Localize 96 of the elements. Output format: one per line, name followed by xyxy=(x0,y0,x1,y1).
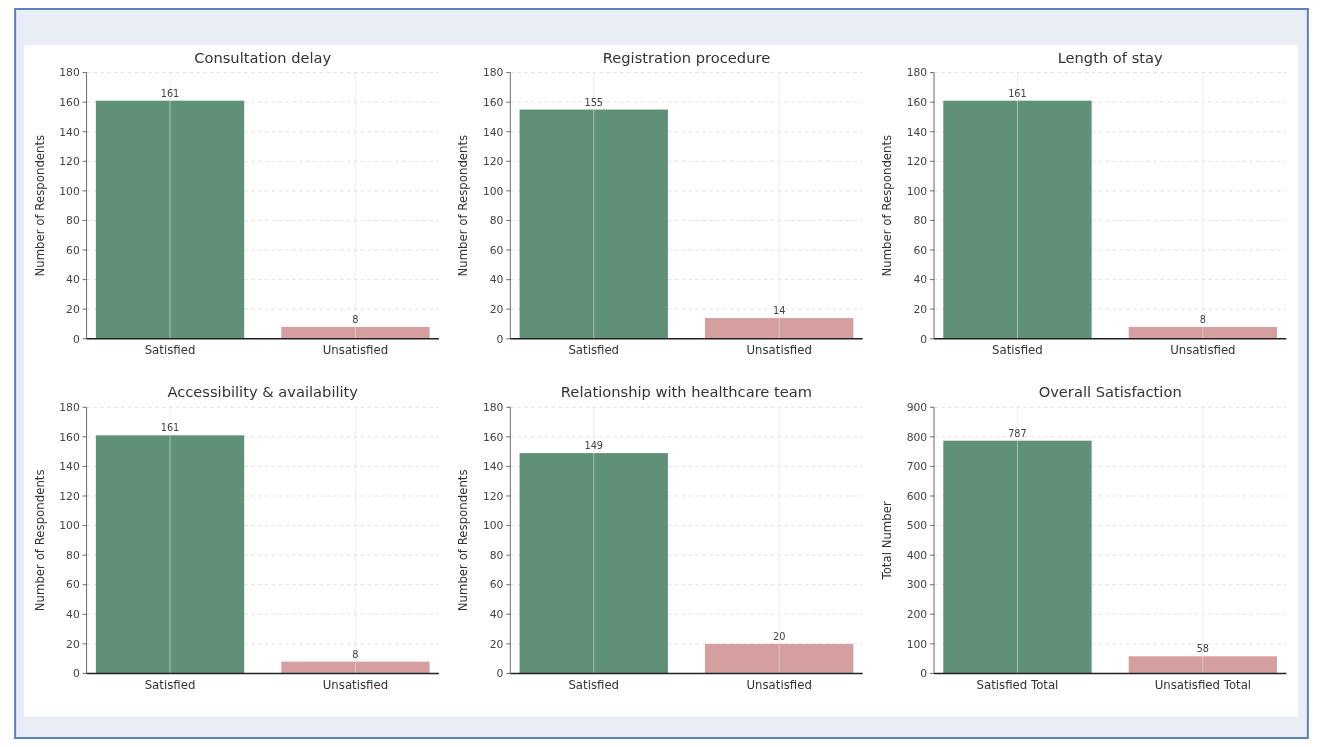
data-label: 161 xyxy=(160,422,180,434)
chart-title: Registration procedure xyxy=(602,48,771,66)
y-tick-label: 700 xyxy=(906,460,928,474)
y-tick-label: 600 xyxy=(906,489,928,503)
y-tick-label: 140 xyxy=(482,125,504,139)
y-tick-label: 180 xyxy=(59,66,80,80)
data-label: 787 xyxy=(1008,427,1027,439)
data-label: 149 xyxy=(584,440,604,452)
y-tick-label: 80 xyxy=(489,214,504,228)
y-tick-label: 40 xyxy=(489,273,504,287)
y-tick-label: 140 xyxy=(59,125,80,139)
y-tick-label: 20 xyxy=(66,637,80,651)
x-tick-label: Unsatisfied xyxy=(746,678,812,693)
y-axis-title: Number of Respondents xyxy=(32,134,47,277)
x-tick-label: Satisfied xyxy=(568,343,620,358)
x-tick-label: Satisfied Total xyxy=(976,678,1059,693)
y-tick-label: 400 xyxy=(906,548,928,562)
y-tick-label: 20 xyxy=(66,302,80,316)
y-axis-title: Number of Respondents xyxy=(32,469,47,612)
chart-title: Relationship with healthcare team xyxy=(560,383,813,401)
y-tick-label: 120 xyxy=(482,155,504,169)
y-tick-label: 80 xyxy=(913,214,928,228)
y-tick-label: 40 xyxy=(66,608,80,622)
y-tick-label: 120 xyxy=(482,489,504,503)
y-tick-label: 160 xyxy=(59,95,80,109)
data-label: 161 xyxy=(160,87,180,99)
y-tick-label: 100 xyxy=(482,184,504,198)
y-tick-label: 0 xyxy=(72,332,80,346)
y-tick-label: 100 xyxy=(59,184,80,198)
y-tick-label: 160 xyxy=(482,95,504,109)
y-tick-label: 100 xyxy=(906,637,928,651)
y-tick-label: 300 xyxy=(906,578,928,592)
x-tick-label: Unsatisfied xyxy=(322,678,389,693)
data-label: 155 xyxy=(584,96,604,108)
y-tick-label: 800 xyxy=(906,430,928,444)
y-tick-label: 100 xyxy=(59,519,80,533)
y-tick-label: 20 xyxy=(913,302,928,316)
x-tick-label: Satisfied xyxy=(144,678,196,693)
x-tick-label: Unsatisfied xyxy=(746,343,812,358)
y-tick-label: 0 xyxy=(72,667,80,681)
y-tick-label: 140 xyxy=(482,460,504,474)
y-tick-label: 140 xyxy=(906,125,928,139)
data-label: 8 xyxy=(1199,314,1206,326)
y-tick-label: 180 xyxy=(482,66,504,80)
chart-title: Length of stay xyxy=(1057,48,1164,66)
y-axis-title: Total Number xyxy=(879,501,894,581)
y-tick-label: 40 xyxy=(66,273,80,287)
chart-title: Consultation delay xyxy=(194,48,332,66)
data-label: 8 xyxy=(352,648,359,660)
chart-title: Overall Satisfaction xyxy=(1038,383,1182,401)
data-label: 8 xyxy=(352,314,359,326)
y-tick-label: 120 xyxy=(906,155,928,169)
x-tick-label: Unsatisfied xyxy=(322,343,389,358)
x-tick-label: Satisfied xyxy=(568,678,620,693)
y-tick-label: 0 xyxy=(920,332,928,346)
y-tick-label: 80 xyxy=(66,548,80,562)
y-tick-label: 180 xyxy=(482,401,504,415)
y-tick-label: 120 xyxy=(59,155,80,169)
y-tick-label: 160 xyxy=(906,95,928,109)
y-tick-label: 80 xyxy=(66,214,80,228)
y-tick-label: 20 xyxy=(489,302,504,316)
chart-title: Accessibility & availability xyxy=(167,383,359,401)
y-tick-label: 200 xyxy=(906,608,928,622)
y-tick-label: 40 xyxy=(489,608,504,622)
y-tick-label: 60 xyxy=(66,243,80,257)
y-tick-label: 100 xyxy=(482,519,504,533)
x-tick-label: Unsatisfied xyxy=(1170,343,1236,358)
y-tick-label: 180 xyxy=(59,401,80,415)
y-tick-label: 60 xyxy=(66,578,80,592)
x-tick-label: Unsatisfied Total xyxy=(1154,678,1252,693)
y-tick-label: 60 xyxy=(489,243,504,257)
y-axis-title: Number of Respondents xyxy=(456,134,471,277)
y-tick-label: 60 xyxy=(489,578,504,592)
y-tick-label: 160 xyxy=(59,430,80,444)
data-label: 161 xyxy=(1008,87,1027,99)
y-tick-label: 160 xyxy=(482,430,504,444)
y-tick-label: 500 xyxy=(906,519,928,533)
y-tick-label: 900 xyxy=(906,401,928,415)
y-tick-label: 140 xyxy=(59,460,80,474)
data-label: 58 xyxy=(1196,643,1210,655)
y-tick-label: 0 xyxy=(920,667,928,681)
y-tick-label: 80 xyxy=(489,548,504,562)
y-tick-label: 100 xyxy=(906,184,928,198)
x-tick-label: Satisfied xyxy=(992,343,1043,358)
data-label: 20 xyxy=(772,630,786,642)
y-tick-label: 0 xyxy=(496,332,504,346)
x-tick-label: Satisfied xyxy=(144,343,196,358)
y-tick-label: 120 xyxy=(59,489,80,503)
y-axis-title: Number of Respondents xyxy=(879,134,894,277)
y-tick-label: 60 xyxy=(913,243,928,257)
y-axis-title: Number of Respondents xyxy=(456,469,471,612)
y-tick-label: 0 xyxy=(496,667,504,681)
data-label: 14 xyxy=(772,305,786,317)
y-tick-label: 20 xyxy=(489,637,504,651)
y-tick-label: 40 xyxy=(913,273,928,287)
y-tick-label: 180 xyxy=(906,66,928,80)
